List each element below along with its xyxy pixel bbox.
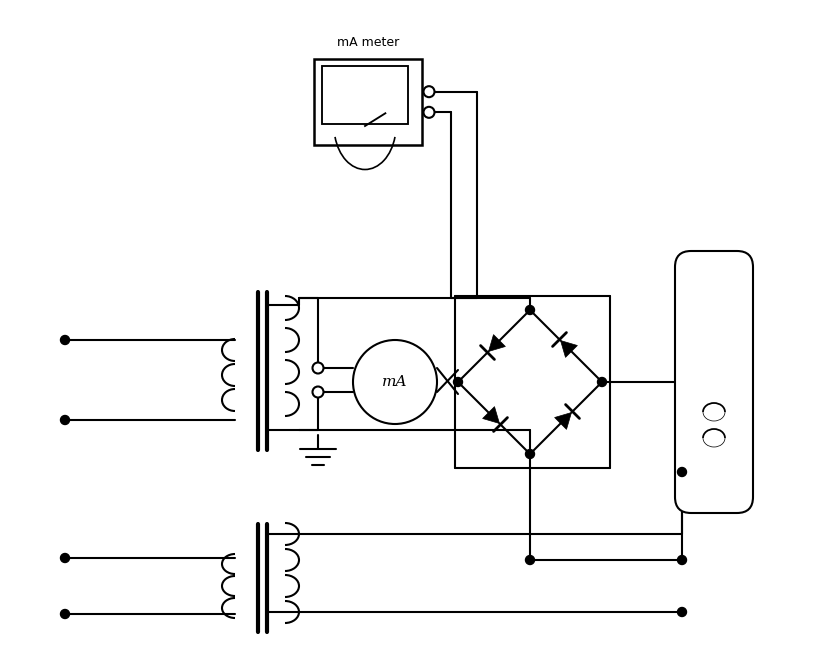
Circle shape — [598, 377, 607, 387]
Circle shape — [313, 387, 323, 397]
Bar — [322, 66, 408, 124]
Circle shape — [313, 363, 323, 373]
Circle shape — [61, 609, 70, 619]
Text: mA meter: mA meter — [337, 36, 399, 49]
Circle shape — [353, 340, 437, 424]
Circle shape — [61, 554, 70, 562]
Text: mA: mA — [383, 375, 408, 389]
Circle shape — [424, 107, 434, 118]
Circle shape — [61, 415, 70, 424]
Polygon shape — [488, 335, 506, 351]
Polygon shape — [555, 413, 571, 430]
Circle shape — [525, 305, 534, 315]
Circle shape — [677, 556, 686, 564]
Bar — [314, 59, 422, 145]
Polygon shape — [561, 341, 577, 357]
Circle shape — [453, 377, 462, 387]
Polygon shape — [483, 407, 499, 424]
Circle shape — [677, 607, 686, 617]
FancyBboxPatch shape — [675, 251, 753, 513]
Circle shape — [525, 556, 534, 564]
Circle shape — [424, 86, 434, 97]
Circle shape — [677, 468, 686, 476]
Circle shape — [61, 335, 70, 345]
Circle shape — [525, 450, 534, 458]
